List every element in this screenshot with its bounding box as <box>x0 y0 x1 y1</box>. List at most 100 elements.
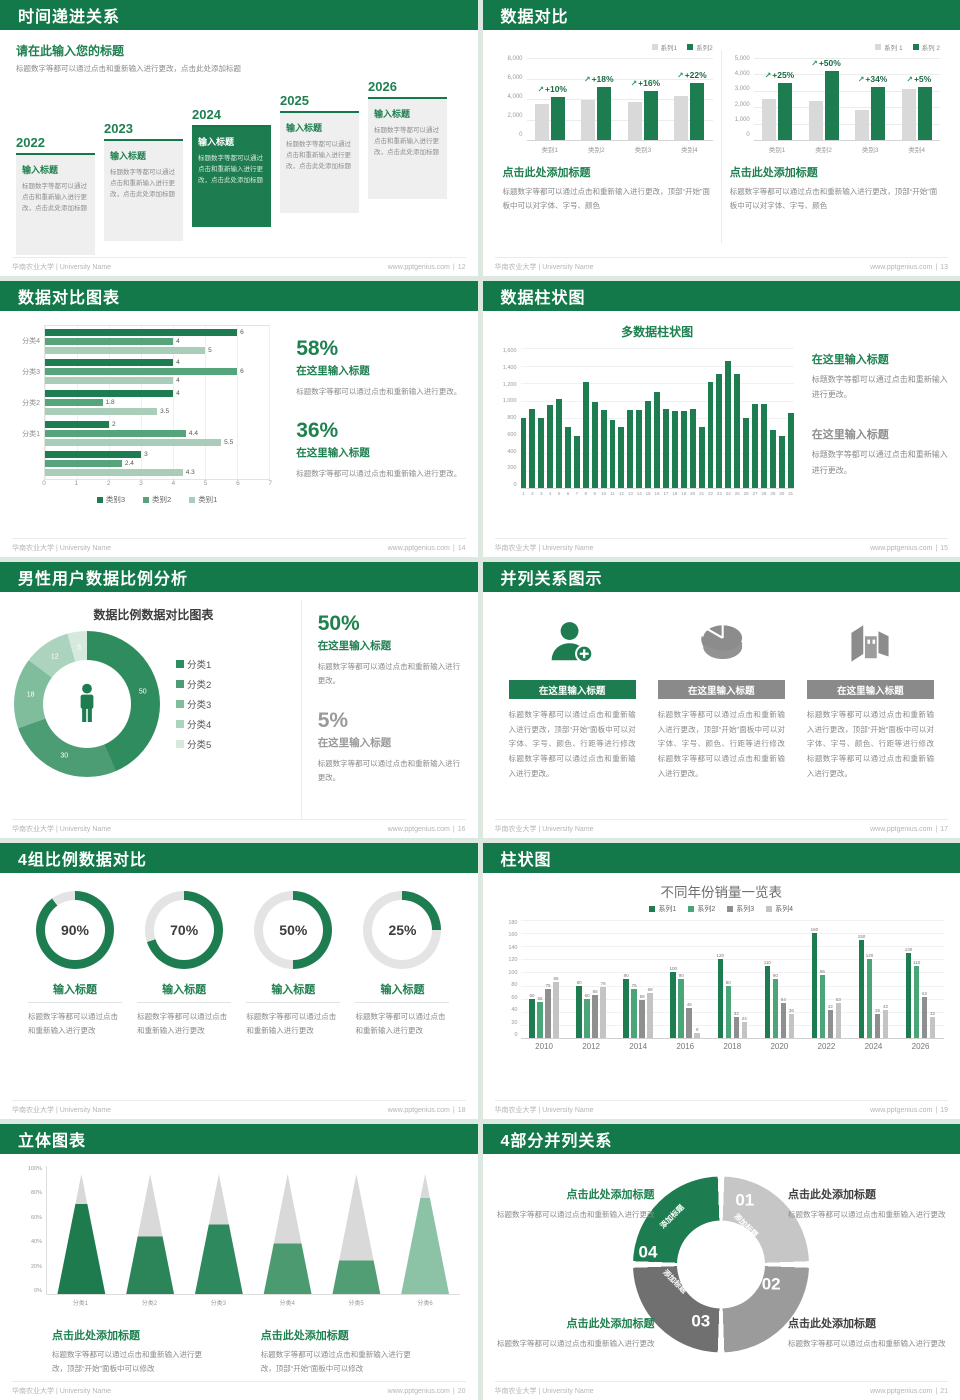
bar <box>565 426 571 488</box>
slide-19-grouped-columns[interactable]: 柱状图 不同年份销量一览表 系列1 系列2 系列3 系列4 180 160 140 120 10… <box>482 843 960 1119</box>
bar <box>520 418 527 488</box>
slide-17-parallel-columns[interactable]: 并列关系图示 在这里输入标题 标题数字等都可以通过点击和重新输入进行更改，顶部“… <box>482 562 960 838</box>
ring-text: 标题数字等都可以通过点击和重新输入进行更改 <box>246 1012 337 1035</box>
slide-footer: 华南农业大学 | University Name www.pptgenius.c… <box>12 1381 466 1400</box>
bar <box>639 999 645 1038</box>
value-label: 110 <box>912 959 921 965</box>
footer-separator: | <box>452 1387 455 1395</box>
legend-label: 分类4 <box>187 720 212 731</box>
y-tick-label: 100% <box>27 1166 42 1172</box>
slide-12-timeline[interactable]: 时间递进关系 请在此输入您的标题 标题数字等都可以通过点击和重新输入进行更改，点… <box>0 0 478 276</box>
stat-block: 5% 在这里输入标题 标题数字等都可以通过点击和重新输入进行更改。 <box>318 709 464 786</box>
parallel-column: 在这里输入标题 标题数字等都可以通过点击和重新输入进行更改，顶部“开始”面板中可… <box>806 604 935 819</box>
legend-item: 分类5 <box>176 737 211 751</box>
bar <box>627 410 634 488</box>
bar-col: 120 <box>866 920 873 1038</box>
x-tick-label: 26 <box>743 491 749 496</box>
x-tick-label: 27 <box>752 491 758 496</box>
slide-13-data-compare[interactable]: 数据对比 系列1 系列2 8,000 6,000 4,000 2,000 0 ↗ +10% ↗ +1… <box>482 0 960 276</box>
value-label: 2 <box>112 420 116 428</box>
x-tick-label: 7 <box>575 491 579 496</box>
x-tick-label: 6 <box>236 480 240 487</box>
x-tick-label: 17 <box>663 491 669 496</box>
x-tick-label: 10 <box>601 491 607 496</box>
value-label: 5.5 <box>224 438 234 446</box>
ring-block: 25% 输入标题 标题数字等都可以通过点击和重新输入进行更改 <box>355 891 450 1037</box>
hbar-group: 4 1.8 3.5 <box>45 387 269 418</box>
value-label: 100 <box>669 966 677 972</box>
y-tick-label: 40 <box>511 1007 518 1014</box>
value-label: 130 <box>904 946 913 952</box>
timeline-card-text: 标题数字等都可以通过点击和重新输入进行更改，点击此处添加标题 <box>286 141 351 171</box>
footer-page: 14 <box>457 544 466 552</box>
male-figure-icon <box>80 683 94 722</box>
slide-15-column-chart[interactable]: 数据柱状图 多数据柱状图 1,600 1,400 1,200 1,000 800 600 4… <box>482 281 960 557</box>
legend-label: 系列3 <box>736 906 755 913</box>
value-label: 75 <box>631 982 637 988</box>
value-label: 6 <box>240 328 244 336</box>
x-tick-label: 19 <box>681 491 687 496</box>
segment-value: 30 <box>60 752 69 760</box>
slide-16-donut-analysis[interactable]: 男性用户数据比例分析 数据比例数据对比图表 50 30 18 12 5 分类1 分类2 分类… <box>0 562 478 838</box>
bar <box>760 404 767 488</box>
segment-label: 添加标题 <box>658 1202 686 1231</box>
bar <box>855 110 870 140</box>
footer-org: 华南农业大学 | University Name <box>12 264 112 271</box>
x-tick-label: 15 <box>645 491 651 496</box>
bar <box>929 1017 936 1038</box>
slide-footer: 华南农业大学 | University Name www.pptgenius.c… <box>12 257 466 276</box>
bar <box>538 418 545 488</box>
x-tick-label: 2010 <box>535 1042 553 1051</box>
ring-hole: 90% <box>45 900 105 960</box>
bar-col: 85 <box>553 920 560 1038</box>
legend-swatch <box>688 906 695 912</box>
value-label: 78 <box>600 980 606 986</box>
bar-col: 53 <box>835 920 842 1038</box>
legend-swatch <box>96 496 103 503</box>
y-tick-label: 2,000 <box>734 101 750 108</box>
plot <box>46 1166 460 1295</box>
legend-label: 分类5 <box>187 740 212 751</box>
growth-arrow-icon: ↗ <box>811 59 818 69</box>
gridline <box>520 365 794 367</box>
legend-label: 系列4 <box>775 906 794 913</box>
x-tick-label: 2020 <box>770 1042 789 1051</box>
legend-label: 分类1 <box>187 660 212 671</box>
icon-box <box>807 604 934 670</box>
bar <box>547 404 554 488</box>
growth-arrow-icon: ↗ <box>537 84 545 94</box>
bar-col: 32 <box>733 920 740 1038</box>
value-label: 65 <box>592 989 598 995</box>
slide-body: 数据比例数据对比图表 50 30 18 12 5 分类1 分类2 分类3 分类4 分类5 50%… <box>0 592 478 819</box>
slide-20-cone-chart[interactable]: 立体图表 100% 80% 60% 40% 20% 0% 分类1 分类2 分类3 分类4 分类5 分类… <box>0 1124 478 1400</box>
stat-subtitle: 在这里输入标题 <box>317 640 392 652</box>
x-tick-label: 3 <box>540 491 543 496</box>
gridline <box>520 920 944 921</box>
legend-swatch <box>189 496 196 503</box>
slide-18-progress-rings[interactable]: 4组比例数据对比 90% 输入标题 标题数字等都可以通过点击和重新输入进行更改 70%… <box>0 843 478 1119</box>
slide-14-hbar-chart[interactable]: 数据对比图表 分类4 分类3 分类2 分类1 6 4 5 4 6 4 4 1.8 3.5 2 4.4 5.5 3… <box>0 281 478 557</box>
vertical-divider <box>720 50 722 243</box>
bar <box>645 401 652 488</box>
stats-column: 50% 在这里输入标题 标题数字等都可以通过点击和重新输入进行更改。 5% 在这… <box>300 600 464 819</box>
bar <box>618 426 625 488</box>
bar-col: 55 <box>537 920 544 1038</box>
bar-col: 160 <box>811 920 818 1038</box>
donut-chart: 50 30 18 12 5 <box>14 631 160 777</box>
timeline-year: 2023 <box>104 121 133 136</box>
hbar-group: 6 4 5 <box>45 326 269 357</box>
value-label: 4.3 <box>185 469 195 477</box>
bar <box>819 975 826 1038</box>
category-labels: 分类4 分类3 分类2 分类1 <box>14 325 44 480</box>
plot: ↗ +25% ↗ +50% ↗ +34% ↗ +5% <box>753 58 940 141</box>
y-tick-label: 5,000 <box>734 56 750 62</box>
bar <box>582 382 589 488</box>
column-chart: 1,600 1,400 1,200 1,000 800 600 400 200 0 1 2 3 4 5 6 7… <box>495 348 794 496</box>
x-tick-label: 11 <box>610 491 615 496</box>
cone <box>194 1174 243 1294</box>
bar-group: 90 75 58 68 <box>615 920 662 1038</box>
x-tick-label: 1 <box>74 480 79 487</box>
y-tick-label: 0 <box>746 131 750 138</box>
x-tick-label: 分类6 <box>417 1301 433 1307</box>
slide-21-four-part-wheel[interactable]: 4部分并列关系 01 添加标题 02 添加标题 03 添加标题 04 添加标题 点击此处添加标… <box>482 1124 960 1400</box>
